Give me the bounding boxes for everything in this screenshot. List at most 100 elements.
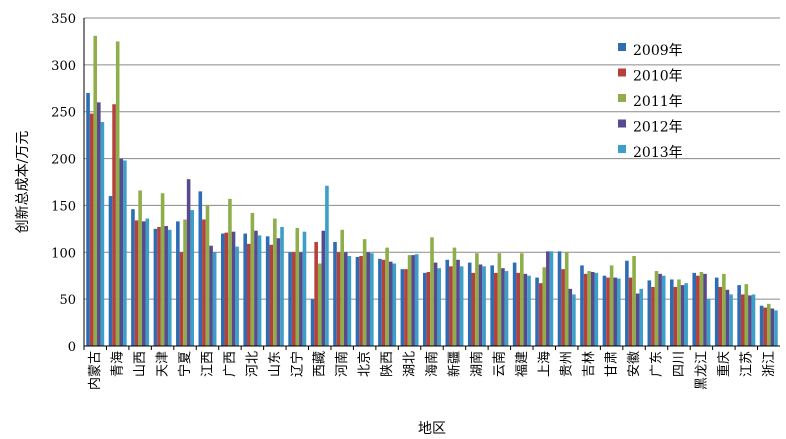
bar [366, 252, 371, 346]
bar [430, 237, 434, 346]
bar [568, 288, 573, 346]
y-tick-label: 50 [59, 293, 76, 308]
bar [692, 272, 697, 346]
bar [527, 275, 531, 346]
bar [647, 280, 652, 346]
category-label: 辽宁 [289, 351, 305, 377]
bar [183, 219, 187, 346]
bar [625, 260, 629, 346]
category-label: 海南 [424, 351, 440, 377]
bar [696, 275, 700, 346]
bar [362, 239, 367, 346]
legend-label: 2009年 [633, 43, 683, 59]
legend-label: 2013年 [633, 145, 683, 161]
bar [426, 271, 431, 346]
bar [437, 268, 441, 346]
y-tick-label: 200 [51, 153, 76, 168]
category-label: 甘肃 [605, 351, 620, 377]
bar [673, 286, 678, 346]
category-label: 黑龙江 [694, 351, 709, 390]
x-axis-title: 地区 [418, 421, 446, 437]
bar [564, 252, 569, 346]
bar [123, 160, 127, 346]
bar [677, 279, 681, 346]
bar [164, 226, 168, 346]
bar [740, 294, 745, 346]
bar [561, 269, 565, 346]
bar [523, 273, 528, 346]
bar [205, 205, 210, 346]
bar [314, 241, 318, 346]
category-label: 内蒙古 [87, 351, 103, 390]
bar [699, 271, 704, 346]
bar [385, 247, 389, 346]
bar [355, 256, 360, 346]
legend-swatch [618, 43, 626, 51]
legend-swatch [618, 119, 626, 128]
bar [538, 283, 543, 346]
bar [744, 284, 749, 346]
bar [273, 218, 277, 346]
category-label: 青海 [111, 351, 126, 377]
bar [100, 122, 105, 346]
bar [763, 307, 767, 346]
bar [246, 243, 251, 346]
bar [336, 252, 341, 346]
bar [725, 289, 730, 346]
bar [400, 269, 405, 346]
bar [774, 310, 778, 346]
bar [639, 288, 644, 346]
bar [381, 259, 386, 346]
bar [112, 104, 116, 347]
category-label: 上海 [537, 351, 552, 377]
bar [404, 269, 408, 346]
bar [606, 277, 610, 346]
bar [134, 220, 139, 346]
bar [490, 265, 494, 346]
category-label: 四川 [672, 351, 687, 377]
bar [535, 277, 539, 346]
bar [86, 92, 90, 346]
bar [449, 266, 453, 346]
bar [291, 252, 296, 346]
bar [516, 272, 521, 346]
bar [456, 259, 460, 346]
bar [250, 212, 255, 346]
bar [594, 272, 599, 346]
bar [549, 251, 554, 346]
category-label: 广西 [223, 351, 238, 377]
bar [269, 244, 274, 346]
bar [388, 261, 393, 346]
category-label: 山东 [268, 351, 283, 377]
bar [512, 262, 517, 346]
bar [602, 275, 607, 346]
legend-label: 2012年 [633, 120, 683, 136]
y-tick-label: 100 [51, 246, 76, 261]
bar [280, 226, 284, 346]
bar [190, 210, 195, 346]
bar [414, 254, 419, 346]
bar [317, 263, 322, 346]
bar [119, 158, 124, 346]
bar [651, 286, 655, 346]
bar [325, 185, 329, 346]
bar [706, 299, 711, 346]
bar [321, 230, 326, 346]
category-label: 云南 [491, 351, 507, 377]
category-label: 河北 [245, 351, 260, 377]
bar [478, 264, 483, 346]
category-label: 河南 [334, 351, 350, 377]
bar [452, 247, 457, 346]
bar [504, 271, 509, 346]
legend: 2009年 2010年 2011年 2012年 2013年 [618, 43, 683, 161]
bar [635, 293, 640, 346]
bar [141, 221, 146, 346]
bar [557, 251, 562, 346]
legend-label: 2010年 [633, 69, 683, 85]
bar [209, 245, 213, 346]
bar [220, 233, 225, 346]
bar [392, 263, 397, 346]
bar [751, 294, 756, 346]
